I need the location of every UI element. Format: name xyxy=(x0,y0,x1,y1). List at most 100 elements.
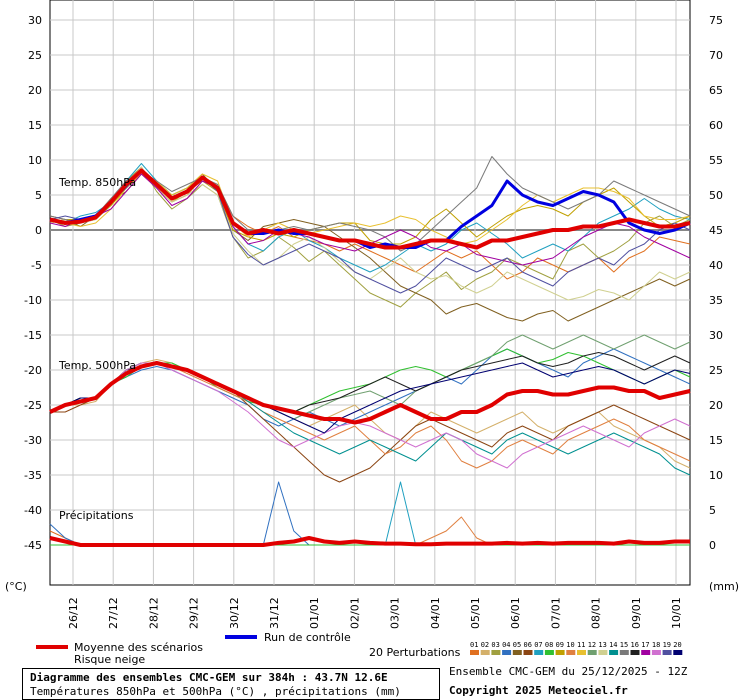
x-tick-label: 01/01 xyxy=(308,597,321,629)
right-tick-label: 25 xyxy=(709,364,723,377)
perturbation-line-t500 xyxy=(49,348,691,427)
right-tick-label: 40 xyxy=(709,259,723,272)
left-tick-label: 15 xyxy=(28,119,42,132)
perturbation-id-label: 12 xyxy=(588,641,596,649)
right-tick-label: 55 xyxy=(709,154,723,167)
perturbation-id-label: 01 xyxy=(470,641,478,649)
right-tick-label: 45 xyxy=(709,224,723,237)
perturbation-id-label: 09 xyxy=(556,641,564,649)
right-tick-label: 50 xyxy=(709,189,723,202)
left-unit: (°C) xyxy=(5,580,27,593)
right-tick-label: 10 xyxy=(709,469,723,482)
right-unit: (mm) xyxy=(709,580,739,593)
perturbation-swatch xyxy=(673,650,683,655)
right-tick-label: 65 xyxy=(709,84,723,97)
perturbation-id-label: 08 xyxy=(545,641,553,649)
perturbation-swatch xyxy=(491,650,501,655)
perturbation-swatch xyxy=(566,650,576,655)
perturbation-swatch xyxy=(523,650,533,655)
perturbation-swatch xyxy=(651,650,661,655)
perturbation-id-label: 04 xyxy=(502,641,510,649)
x-axis-labels: 26/12 27/12 28/12 29/12 30/12 31/12 01/01 02/01… xyxy=(67,597,683,629)
panel-label-precip: Précipitations xyxy=(59,509,134,522)
chart-subtitle: Températures 850hPa et 500hPa (°C) , pré… xyxy=(30,685,401,698)
perturbation-swatch xyxy=(480,650,490,655)
right-tick-label: 0 xyxy=(709,539,716,552)
perturbation-id-label: 16 xyxy=(631,641,639,649)
legend-mean-label: Moyenne des scénarios xyxy=(74,641,203,654)
left-tick-label: -5 xyxy=(31,259,42,272)
mean-line-t500 xyxy=(49,361,691,425)
perturbation-swatch xyxy=(502,650,512,655)
x-tick-label: 08/01 xyxy=(590,597,603,629)
left-tick-label: -20 xyxy=(24,364,42,377)
perturbation-swatch xyxy=(641,650,651,655)
perturbation-id-label: 13 xyxy=(598,641,606,649)
perturbation-swatch xyxy=(534,650,544,655)
chart-grid xyxy=(49,0,691,586)
chart-title: Diagramme des ensembles CMC-GEM sur 384h… xyxy=(30,671,388,684)
left-tick-label: 25 xyxy=(28,49,42,62)
left-tick-label: -45 xyxy=(24,539,42,552)
main-series-lines xyxy=(49,168,691,547)
perturbation-legend: 01 02 03 04 05 06 07 08 09 10 11 12 13 14 15 16 17 18 19 20 xyxy=(470,641,683,655)
right-tick-label: 5 xyxy=(709,504,716,517)
x-tick-label: 10/01 xyxy=(670,597,683,629)
left-tick-label: -30 xyxy=(24,434,42,447)
perturbation-line-t850 xyxy=(49,166,691,308)
x-tick-label: 05/01 xyxy=(469,597,482,629)
perturbation-swatch xyxy=(598,650,608,655)
perturbation-swatch xyxy=(662,650,672,655)
perturbation-line-t850 xyxy=(49,156,691,252)
perturbation-swatch xyxy=(470,650,479,655)
x-tick-label: 04/01 xyxy=(429,597,442,629)
perturbation-id-label: 15 xyxy=(620,641,628,649)
x-tick-label: 30/12 xyxy=(228,597,241,629)
perturbation-id-label: 03 xyxy=(491,641,499,649)
perturbation-swatch xyxy=(630,650,640,655)
panel-label-t850: Temp. 850hPa xyxy=(58,176,136,189)
x-tick-label: 26/12 xyxy=(67,597,80,629)
perturbation-swatch xyxy=(619,650,629,655)
right-tick-label: 15 xyxy=(709,434,723,447)
right-tick-label: 30 xyxy=(709,329,723,342)
perturbation-id-label: 05 xyxy=(513,641,521,649)
legend-snow-label: Risque neige xyxy=(74,653,145,666)
perturbation-swatch xyxy=(577,650,586,655)
perturbation-id-label: 14 xyxy=(609,641,617,649)
left-tick-label: 30 xyxy=(28,14,42,27)
left-tick-label: -10 xyxy=(24,294,42,307)
panel-label-t500: Temp. 500hPa xyxy=(58,359,136,372)
perturbation-id-label: 10 xyxy=(566,641,574,649)
legend-perturbations-label: 20 Perturbations xyxy=(369,646,461,659)
left-tick-label: 10 xyxy=(28,154,42,167)
mean-line-precip xyxy=(49,536,690,547)
perturbation-id-label: 17 xyxy=(641,641,649,649)
legend-control-label: Run de contrôle xyxy=(264,631,351,644)
perturbation-id-label: 18 xyxy=(652,641,660,649)
x-tick-label: 27/12 xyxy=(107,597,120,629)
perturbation-swatch xyxy=(609,650,619,655)
left-tick-label: 5 xyxy=(35,189,42,202)
perturbation-swatch xyxy=(512,650,522,655)
right-tick-label: 60 xyxy=(709,119,723,132)
x-tick-label: 06/01 xyxy=(509,597,522,629)
right-tick-label: 20 xyxy=(709,399,723,412)
perturbation-id-label: 20 xyxy=(673,641,681,649)
left-axis-ticks: 30 25 20 15 10 5 0 -5 -10 -15 -20 -25 -30 -35 -40 -45 xyxy=(24,14,42,552)
perturbation-id-label: 11 xyxy=(577,641,585,649)
perturbation-swatch xyxy=(544,650,554,655)
footer-copyright: Copyright 2025 Meteociel.fr xyxy=(449,684,628,697)
left-tick-label: 0 xyxy=(35,224,42,237)
right-tick-label: 35 xyxy=(709,294,723,307)
right-tick-label: 70 xyxy=(709,49,723,62)
right-tick-label: 75 xyxy=(709,14,723,27)
perturbation-id-label: 07 xyxy=(534,641,542,649)
x-tick-label: 02/01 xyxy=(348,597,361,629)
x-tick-label: 09/01 xyxy=(630,597,643,629)
perturbation-swatch xyxy=(587,650,597,655)
footer-run: Ensemble CMC-GEM du 25/12/2025 - 12Z xyxy=(449,665,688,678)
x-tick-label: 31/12 xyxy=(268,597,281,629)
perturbation-id-label: 19 xyxy=(663,641,671,649)
